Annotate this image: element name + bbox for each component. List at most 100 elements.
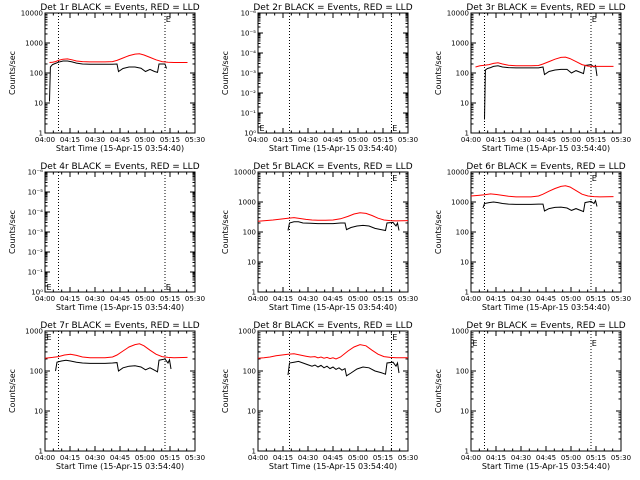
y-tick-label: 10⁻⁵ (28, 189, 44, 197)
x-tick-label: 04:00 (248, 136, 268, 144)
y-tick-label: 10000 (234, 169, 256, 177)
panel-title: Det 1r BLACK = Events, RED = LLD (40, 3, 199, 13)
y-tick-label: 1 (465, 130, 469, 138)
events-series-line (49, 60, 167, 102)
panel-det-4: Det 4r BLACK = Events, RED = LLD 10⁰ 10⁻¹ 1… (8, 162, 205, 312)
x-tick-label: 05:00 (348, 454, 368, 462)
x-tick-label: 05:30 (398, 295, 418, 303)
x-tick-label: 04:00 (248, 295, 268, 303)
x-tick-label: 04:30 (298, 295, 318, 303)
y-tick-label: 1000 (238, 328, 256, 336)
x-axis-label: Start Time (15-Apr-15 03:54:40) (56, 144, 184, 153)
x-tick-label: 05:15 (160, 454, 180, 462)
y-tick-label: 1000 (25, 328, 43, 336)
x-tick-label: 04:30 (511, 454, 531, 462)
x-tick-label: 04:15 (273, 454, 293, 462)
lld-series-line (49, 53, 188, 63)
y-axis-label: Counts/sec (8, 369, 17, 413)
y-axis-label: Counts/sec (221, 51, 230, 95)
y-tick-label: 10000 (447, 10, 469, 18)
x-tick-label: 04:15 (60, 454, 80, 462)
x-tick-label: 05:00 (561, 136, 581, 144)
y-axis-label: Counts/sec (434, 210, 443, 254)
x-tick-label: 04:45 (536, 136, 556, 144)
x-tick-label: 04:30 (511, 295, 531, 303)
x-tick-label: 04:45 (110, 136, 130, 144)
y-tick-label: 10 (460, 259, 469, 267)
x-tick-label: 04:15 (60, 136, 80, 144)
x-axis-label: Start Time (15-Apr-15 03:54:40) (56, 303, 184, 312)
y-tick-label: 10 (247, 408, 256, 416)
y-tick-label: 1000 (451, 40, 469, 48)
plot-frame (44, 330, 196, 452)
y-tick-label: 10⁰ (244, 130, 256, 138)
lld-series-line (475, 56, 614, 68)
y-tick-label: 100 (30, 70, 43, 78)
y-tick-label: 1 (252, 289, 256, 297)
panel-det-8: Det 8r BLACK = Events, RED = LLD 1 10 100 10… (221, 321, 418, 471)
plot-frame (44, 12, 196, 134)
y-tick-label: 10000 (21, 10, 43, 18)
x-tick-label: 05:15 (373, 295, 393, 303)
x-tick-label: 05:30 (185, 454, 205, 462)
panel-title: Det 2r BLACK = Events, RED = LLD (253, 3, 412, 13)
panel-title: Det 3r BLACK = Events, RED = LLD (466, 3, 625, 13)
x-tick-label: 04:00 (461, 454, 481, 462)
plot-frame (257, 12, 409, 134)
x-axis-label: Start Time (15-Apr-15 03:54:40) (269, 303, 397, 312)
panel-title: Det 6r BLACK = Events, RED = LLD (466, 162, 625, 172)
y-tick-label: 10 (460, 408, 469, 416)
x-tick-label: 05:00 (348, 136, 368, 144)
y-tick-label: 10⁻³ (28, 229, 44, 237)
y-tick-label: 10 (460, 100, 469, 108)
x-tick-label: 05:30 (611, 454, 631, 462)
y-tick-label: 1 (465, 289, 469, 297)
x-tick-label: 05:00 (348, 295, 368, 303)
y-tick-label: 1000 (25, 40, 43, 48)
y-tick-label: 1000 (451, 328, 469, 336)
y-tick-label: 10⁻² (241, 90, 257, 98)
x-tick-label: 05:00 (135, 454, 155, 462)
y-tick-label: 1000 (451, 199, 469, 207)
y-tick-label: 10000 (447, 169, 469, 177)
x-tick-label: 05:15 (373, 454, 393, 462)
y-tick-label: 10⁻⁵ (241, 30, 257, 38)
x-tick-label: 04:15 (486, 295, 506, 303)
e-marker: E (392, 124, 397, 133)
panel-title: Det 4r BLACK = Events, RED = LLD (40, 162, 199, 172)
x-tick-label: 05:15 (160, 136, 180, 144)
events-series-line (482, 199, 598, 213)
x-tick-label: 04:45 (536, 295, 556, 303)
e-marker: E (592, 339, 597, 348)
e-marker: E (47, 283, 52, 292)
panel-title: Det 7r BLACK = Events, RED = LLD (40, 321, 199, 331)
events-series-line (484, 64, 598, 120)
events-series-line (55, 358, 172, 373)
y-axis-label: Counts/sec (221, 369, 230, 413)
y-tick-label: 10⁻⁶ (28, 169, 44, 177)
lld-series-line (470, 185, 614, 198)
y-tick-label: 1000 (238, 199, 256, 207)
y-axis-label: Counts/sec (221, 210, 230, 254)
e-marker: E (392, 174, 397, 183)
x-tick-label: 05:00 (135, 295, 155, 303)
x-tick-label: 05:30 (185, 295, 205, 303)
x-tick-label: 05:15 (586, 454, 606, 462)
x-tick-label: 05:30 (611, 136, 631, 144)
events-series-line (287, 221, 400, 232)
panel-det-6: Det 6r BLACK = Events, RED = LLD 1 10 100 10… (434, 162, 631, 312)
x-tick-label: 04:45 (323, 295, 343, 303)
x-tick-label: 04:15 (486, 136, 506, 144)
e-marker: E (260, 124, 265, 133)
x-tick-label: 05:15 (586, 295, 606, 303)
panel-det-3: Det 3r BLACK = Events, RED = LLD 1 10 100 10… (434, 3, 631, 153)
x-tick-label: 05:30 (611, 295, 631, 303)
panel-title: Det 8r BLACK = Events, RED = LLD (253, 321, 412, 331)
y-axis-label: Counts/sec (8, 51, 17, 95)
x-axis-label: Start Time (15-Apr-15 03:54:40) (56, 462, 184, 471)
y-tick-label: 1 (252, 448, 256, 456)
panel-det-9: Det 9r BLACK = Events, RED = LLD 1 10 100 10… (434, 321, 631, 471)
x-tick-label: 05:00 (561, 454, 581, 462)
plot-frame (470, 171, 622, 293)
